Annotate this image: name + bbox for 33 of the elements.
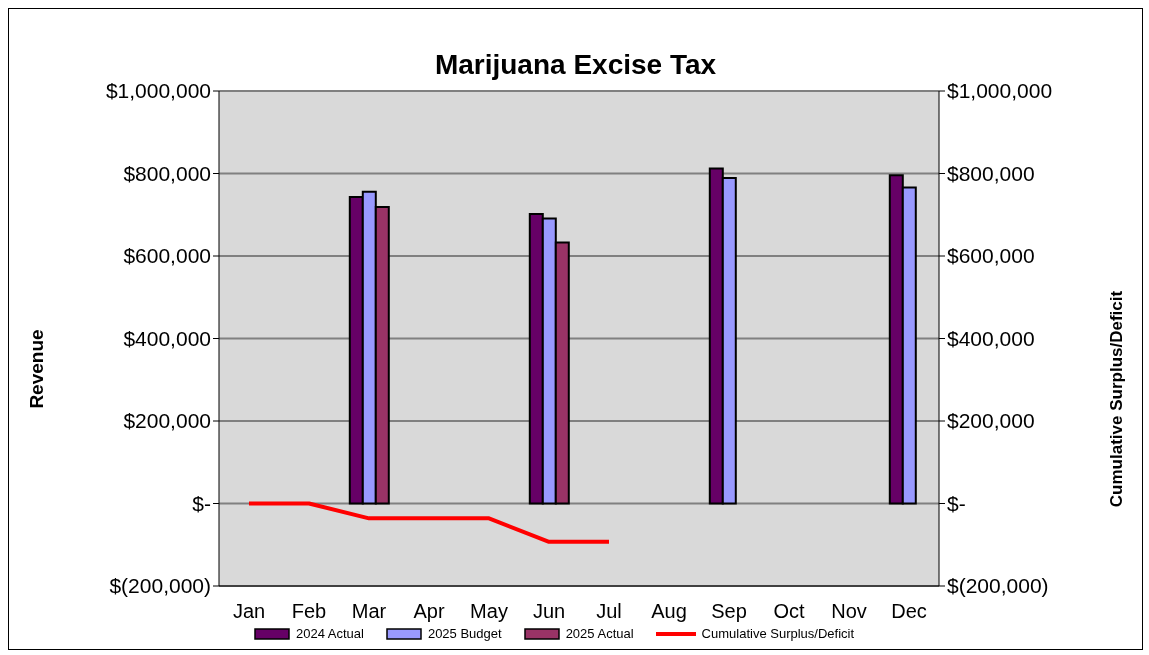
x-tick-label: Feb [291,600,327,623]
y2-tick-label: $(200,000) [947,574,1049,598]
y-tick-label: $(200,000) [109,574,211,598]
y2-axis-title: Cumulative Surplus/Deficit [1107,290,1127,508]
x-tick-label: Dec [891,600,927,623]
y-tick-label: $1,000,000 [105,79,211,103]
y2-tick-label: $- [947,491,966,515]
y2-tick-label: $600,000 [947,244,1035,268]
legend-label: 2025 Budget [426,626,502,641]
y2-tick-label: $400,000 [947,326,1035,350]
x-tick-label: Jun [532,600,566,623]
legend-label: Cumulative Surplus/Deficit [700,626,855,641]
x-tick-label: Oct [773,600,805,623]
x-tick-label: Sep [711,600,747,623]
x-tick-label: Aug [651,600,687,623]
y2-tick-label: $800,000 [947,161,1035,185]
y-tick-label: $200,000 [123,409,211,433]
y-tick-label: $800,000 [123,161,211,185]
x-tick-label: Jul [596,600,622,623]
y-axis-title: Revenue [26,329,48,409]
y2-tick-label: $200,000 [947,409,1035,433]
x-tick-label: Nov [831,600,867,623]
x-tick-label: May [470,600,508,623]
x-tick-label: Mar [351,600,387,623]
legend-label: 2025 Actual [564,626,634,641]
legend-label: 2024 Actual [294,626,364,641]
y2-tick-label: $1,000,000 [947,79,1053,103]
x-tick-label: Jan [232,600,266,623]
chart-title: Marijuana Excise Tax [433,48,718,81]
y-tick-label: $400,000 [123,326,211,350]
x-tick-label: Apr [413,600,445,623]
y-tick-label: $600,000 [123,244,211,268]
y-tick-label: $- [192,491,211,515]
